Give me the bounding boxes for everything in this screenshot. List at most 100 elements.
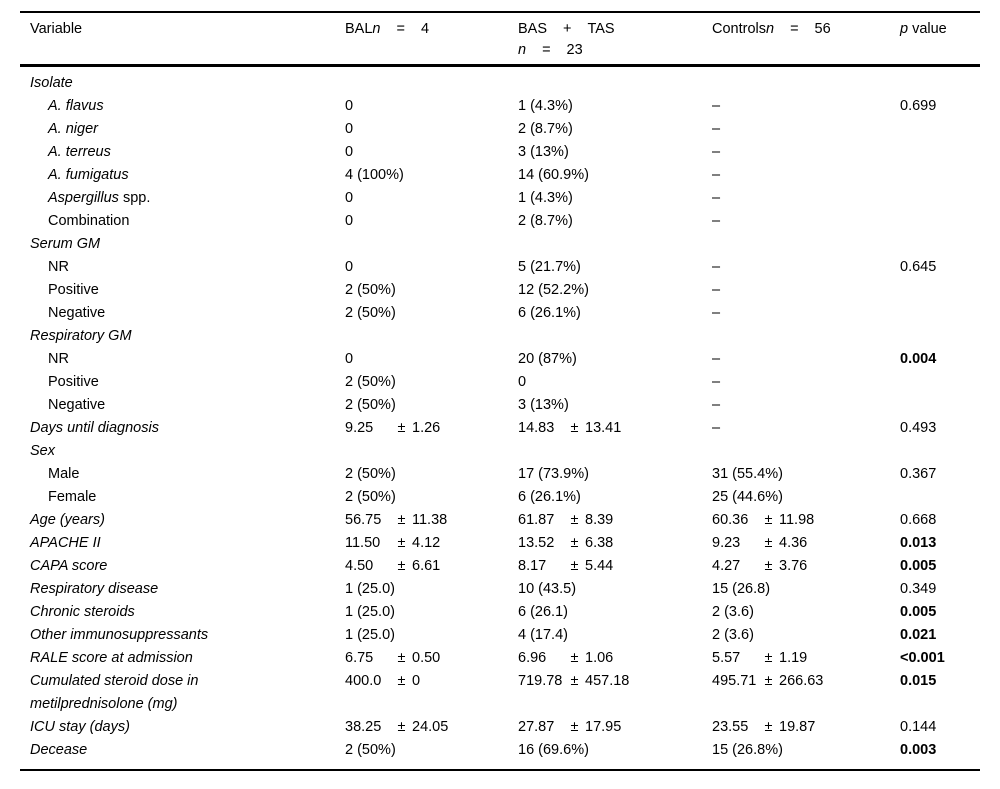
cell-p-value bbox=[900, 440, 980, 463]
plus-minus-sign: ± bbox=[397, 558, 406, 574]
cell-value: 2 (50%) bbox=[345, 374, 396, 390]
cell-value: 25 (44.6%) bbox=[712, 489, 783, 505]
table-row: Other immunosuppressants 1 (25.0) 4 (17.4)… bbox=[20, 624, 980, 647]
row-label-text: Decease bbox=[30, 742, 88, 758]
cell-value: 10 (43.5) bbox=[518, 581, 577, 597]
cell-controls: 5.57 ±1.19 bbox=[712, 647, 900, 670]
cell-controls: 2 (3.6) bbox=[712, 624, 900, 647]
cell-p-value: 0.493 bbox=[900, 417, 980, 440]
row-label-text: Sex bbox=[30, 443, 55, 459]
controls-label: Controls bbox=[712, 21, 766, 37]
cell-p-value: 0.015 bbox=[900, 670, 980, 716]
cell-bal: 400.0 ±0 bbox=[345, 670, 518, 716]
cell-bas-tas: 6 (26.1) bbox=[518, 601, 712, 624]
cell-bal: 2 (50%) bbox=[345, 302, 518, 325]
cell-bas-tas: 6.96 ±1.06 bbox=[518, 647, 712, 670]
row-label-text: A. niger bbox=[48, 121, 98, 137]
clinical-comparison-table: Variable BALn = 4 BAS + TAS n = 23 Controlsn = 5… bbox=[20, 11, 980, 771]
cell-bal: 0 bbox=[345, 256, 518, 279]
table-row: Respiratory disease 1 (25.0) 10 (43.5) 15 (… bbox=[20, 578, 980, 601]
sd-value: 5.44 bbox=[585, 558, 614, 574]
plus-minus-sign: ± bbox=[570, 719, 579, 735]
cell-controls: 25 (44.6%) bbox=[712, 486, 900, 509]
row-label-text: Respiratory GM bbox=[30, 328, 132, 344]
row-label: Respiratory GM bbox=[20, 325, 345, 348]
table-row: ICU stay (days) 38.25 ±24.05 27.87 ±17.95 23.… bbox=[20, 716, 980, 739]
mean-value: 9.25 bbox=[345, 420, 374, 436]
cell-bas-tas bbox=[518, 440, 712, 463]
row-label-text: Negative bbox=[48, 305, 106, 321]
cell-bas-tas: 20 (87%) bbox=[518, 348, 712, 371]
row-label: Serum GM bbox=[20, 233, 345, 256]
cell-controls: 15 (26.8%) bbox=[712, 739, 900, 770]
cell-p-value: 0.004 bbox=[900, 348, 980, 371]
cell-bas-tas: 14 (60.9%) bbox=[518, 164, 712, 187]
cell-bas-tas: 16 (69.6%) bbox=[518, 739, 712, 770]
cell-value: – bbox=[712, 397, 721, 413]
cell-bas-tas bbox=[518, 325, 712, 348]
cell-bas-tas: 12 (52.2%) bbox=[518, 279, 712, 302]
cell-value: 2 (50%) bbox=[345, 282, 396, 298]
cell-bal: 2 (50%) bbox=[345, 486, 518, 509]
table-row: A. niger 0 2 (8.7%) – bbox=[20, 118, 980, 141]
p-value: 0.004 bbox=[900, 351, 937, 367]
table-row: A. terreus 0 3 (13%) – bbox=[20, 141, 980, 164]
cell-value: 17 (73.9%) bbox=[518, 466, 589, 482]
row-label-text: Aspergillus bbox=[48, 190, 119, 206]
mean-value: 9.23 bbox=[712, 535, 741, 551]
cell-controls: – bbox=[712, 302, 900, 325]
cell-controls bbox=[712, 233, 900, 256]
cell-value: 2 (8.7%) bbox=[518, 121, 573, 137]
row-label-text: Male bbox=[48, 466, 80, 482]
cell-bal: 2 (50%) bbox=[345, 279, 518, 302]
cell-bal: 0 bbox=[345, 187, 518, 210]
controls-count: 56 bbox=[814, 21, 831, 37]
row-label: NR bbox=[20, 256, 345, 279]
table-row: Combination 0 2 (8.7%) – bbox=[20, 210, 980, 233]
sd-value: 17.95 bbox=[585, 719, 622, 735]
cell-bas-tas bbox=[518, 66, 712, 96]
cell-controls: – bbox=[712, 141, 900, 164]
row-label-text: A. flavus bbox=[48, 98, 104, 114]
table-row: A. flavus 0 1 (4.3%) – 0.699 bbox=[20, 95, 980, 118]
plus-minus-sign: ± bbox=[570, 558, 579, 574]
table-row: NR 0 5 (21.7%) – 0.645 bbox=[20, 256, 980, 279]
cell-p-value: 0.349 bbox=[900, 578, 980, 601]
cell-p-value bbox=[900, 371, 980, 394]
table-row: Age (years) 56.75 ±11.38 61.87 ±8.39 60.36 ±11… bbox=[20, 509, 980, 532]
row-label-text: Combination bbox=[48, 213, 130, 229]
row-label: Decease bbox=[20, 739, 345, 770]
cell-bal: 4 (100%) bbox=[345, 164, 518, 187]
row-label: Chronic steroids bbox=[20, 601, 345, 624]
cell-bas-tas: 14.83 ±13.41 bbox=[518, 417, 712, 440]
sd-value: 3.76 bbox=[779, 558, 808, 574]
row-label: Female bbox=[20, 486, 345, 509]
plus-minus-sign: ± bbox=[397, 673, 406, 689]
p-value: 0.003 bbox=[900, 742, 937, 758]
row-label: A. fumigatus bbox=[20, 164, 345, 187]
cell-controls: 15 (26.8) bbox=[712, 578, 900, 601]
cell-controls: – bbox=[712, 279, 900, 302]
mean-value: 60.36 bbox=[712, 512, 749, 528]
bas-tas-line2: n = 23 bbox=[518, 40, 712, 61]
cell-controls: 60.36 ±11.98 bbox=[712, 509, 900, 532]
bas-label: BAS bbox=[518, 21, 548, 37]
cell-value: 0 bbox=[345, 121, 354, 137]
cell-p-value: 0.005 bbox=[900, 555, 980, 578]
row-label-text: Cumulated steroid dose in bbox=[30, 673, 199, 689]
plus-minus-sign: ± bbox=[764, 650, 773, 666]
row-label: ICU stay (days) bbox=[20, 716, 345, 739]
row-label-text: CAPA score bbox=[30, 558, 108, 574]
plus-minus-sign: ± bbox=[397, 420, 406, 436]
cell-p-value bbox=[900, 66, 980, 96]
mean-value: 8.17 bbox=[518, 558, 547, 574]
cell-bas-tas: 61.87 ±8.39 bbox=[518, 509, 712, 532]
cell-value: – bbox=[712, 213, 721, 229]
cell-controls: 9.23 ±4.36 bbox=[712, 532, 900, 555]
cell-value: 5 (21.7%) bbox=[518, 259, 581, 275]
cell-value: 0 bbox=[345, 213, 354, 229]
table-row: Decease 2 (50%) 16 (69.6%) 15 (26.8%) 0.003 bbox=[20, 739, 980, 770]
cell-bal: 0 bbox=[345, 95, 518, 118]
mean-value: 56.75 bbox=[345, 512, 382, 528]
cell-controls bbox=[712, 440, 900, 463]
